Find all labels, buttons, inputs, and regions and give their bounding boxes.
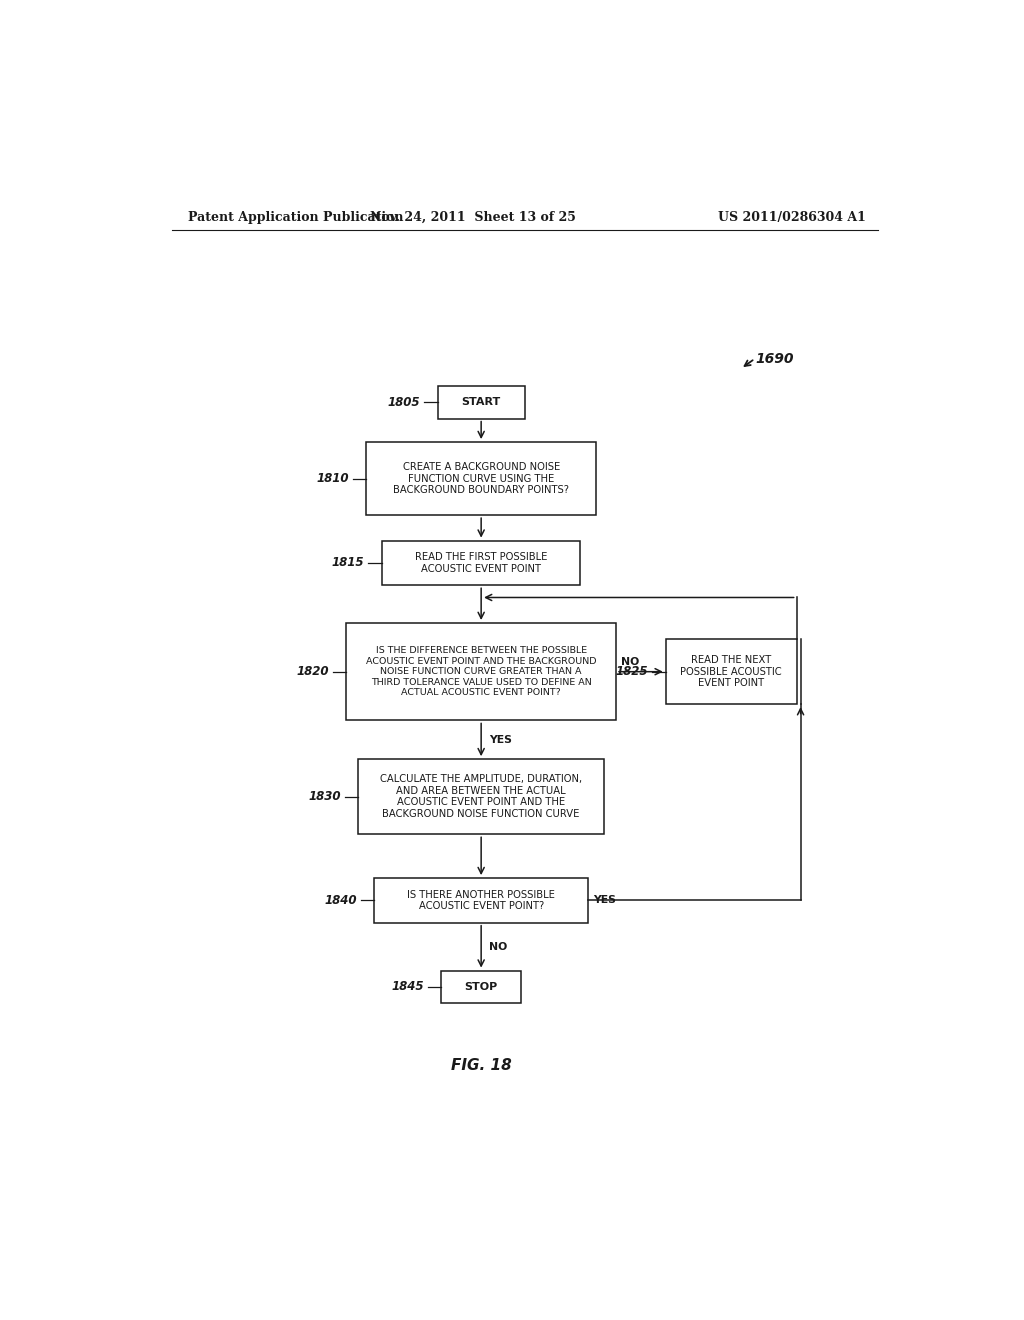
Text: FIG. 18: FIG. 18 xyxy=(451,1057,512,1073)
Text: Patent Application Publication: Patent Application Publication xyxy=(187,211,403,224)
Text: 1845: 1845 xyxy=(391,981,424,993)
FancyBboxPatch shape xyxy=(374,878,588,923)
Text: READ THE NEXT
POSSIBLE ACOUSTIC
EVENT POINT: READ THE NEXT POSSIBLE ACOUSTIC EVENT PO… xyxy=(680,655,782,688)
FancyBboxPatch shape xyxy=(437,385,524,418)
FancyBboxPatch shape xyxy=(358,759,604,834)
Text: YES: YES xyxy=(489,735,512,744)
Text: START: START xyxy=(462,397,501,408)
Text: 1690: 1690 xyxy=(755,351,794,366)
Text: 1840: 1840 xyxy=(324,894,356,907)
Text: 1820: 1820 xyxy=(296,665,329,678)
Text: 1805: 1805 xyxy=(387,396,420,409)
Text: YES: YES xyxy=(593,895,615,906)
Text: IS THERE ANOTHER POSSIBLE
ACOUSTIC EVENT POINT?: IS THERE ANOTHER POSSIBLE ACOUSTIC EVENT… xyxy=(408,890,555,911)
FancyBboxPatch shape xyxy=(666,639,797,704)
Text: IS THE DIFFERENCE BETWEEN THE POSSIBLE
ACOUSTIC EVENT POINT AND THE BACKGROUND
N: IS THE DIFFERENCE BETWEEN THE POSSIBLE A… xyxy=(366,647,596,697)
Text: NO: NO xyxy=(489,941,507,952)
FancyBboxPatch shape xyxy=(382,541,581,585)
Text: 1815: 1815 xyxy=(332,557,365,569)
FancyBboxPatch shape xyxy=(346,623,616,721)
Text: READ THE FIRST POSSIBLE
ACOUSTIC EVENT POINT: READ THE FIRST POSSIBLE ACOUSTIC EVENT P… xyxy=(415,552,548,574)
FancyBboxPatch shape xyxy=(367,442,596,515)
Text: CALCULATE THE AMPLITUDE, DURATION,
AND AREA BETWEEN THE ACTUAL
ACOUSTIC EVENT PO: CALCULATE THE AMPLITUDE, DURATION, AND A… xyxy=(380,775,583,820)
Text: CREATE A BACKGROUND NOISE
FUNCTION CURVE USING THE
BACKGROUND BOUNDARY POINTS?: CREATE A BACKGROUND NOISE FUNCTION CURVE… xyxy=(393,462,569,495)
Text: NO: NO xyxy=(621,656,639,667)
Text: 1825: 1825 xyxy=(615,665,648,678)
Text: 1810: 1810 xyxy=(316,473,348,484)
Text: 1830: 1830 xyxy=(308,791,341,803)
Text: Nov. 24, 2011  Sheet 13 of 25: Nov. 24, 2011 Sheet 13 of 25 xyxy=(371,211,577,224)
Text: STOP: STOP xyxy=(465,982,498,991)
FancyBboxPatch shape xyxy=(441,970,521,1003)
Text: US 2011/0286304 A1: US 2011/0286304 A1 xyxy=(718,211,866,224)
